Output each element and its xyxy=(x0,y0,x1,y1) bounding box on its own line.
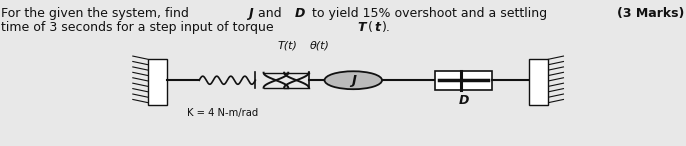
Text: T(t): T(t) xyxy=(278,41,298,51)
Text: (3 Marks): (3 Marks) xyxy=(617,7,684,20)
Text: K = 4 N-m/rad: K = 4 N-m/rad xyxy=(187,108,258,118)
Text: For the given the system, find: For the given the system, find xyxy=(1,7,193,20)
Text: ).: ). xyxy=(382,21,391,34)
Text: t: t xyxy=(374,21,380,34)
Bar xyxy=(436,71,492,90)
Ellipse shape xyxy=(324,71,382,89)
Text: D: D xyxy=(458,94,469,107)
Text: D: D xyxy=(294,7,305,20)
Bar xyxy=(148,59,167,105)
Bar xyxy=(529,59,548,105)
Text: T: T xyxy=(357,21,366,34)
Text: time of 3 seconds for a step input of torque: time of 3 seconds for a step input of to… xyxy=(1,21,277,34)
Text: (: ( xyxy=(368,21,372,34)
Text: θ(t): θ(t) xyxy=(310,41,330,51)
Text: and: and xyxy=(254,7,285,20)
Text: to yield 15% overshoot and a settling: to yield 15% overshoot and a settling xyxy=(308,7,547,20)
Text: J: J xyxy=(248,7,252,20)
Text: J: J xyxy=(351,74,356,87)
